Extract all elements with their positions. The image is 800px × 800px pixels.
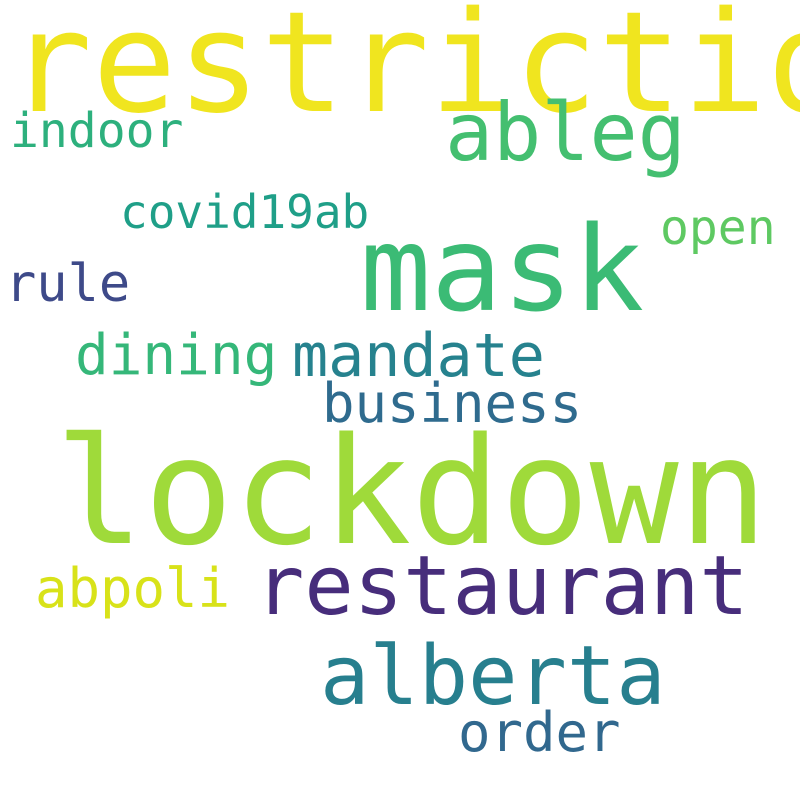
word-open: open xyxy=(660,200,776,256)
word-lockdown: lockdown xyxy=(55,406,768,578)
word-rule: rule xyxy=(5,254,131,314)
word-mandate: mandate xyxy=(292,321,545,391)
word-covid19ab: covid19ab xyxy=(120,185,370,239)
word-alberta: alberta xyxy=(320,629,666,724)
word-restriction: restriction xyxy=(8,0,800,145)
word-abpoli: abpoli xyxy=(35,557,231,620)
word-restaurant: restaurant xyxy=(255,539,749,634)
word-mask: mask xyxy=(360,200,645,338)
word-business: business xyxy=(322,372,583,435)
word-order: order xyxy=(458,701,621,764)
word-indoor: indoor xyxy=(10,103,184,159)
word-ableg: ableg xyxy=(445,86,686,179)
word-dining: dining xyxy=(75,323,278,388)
